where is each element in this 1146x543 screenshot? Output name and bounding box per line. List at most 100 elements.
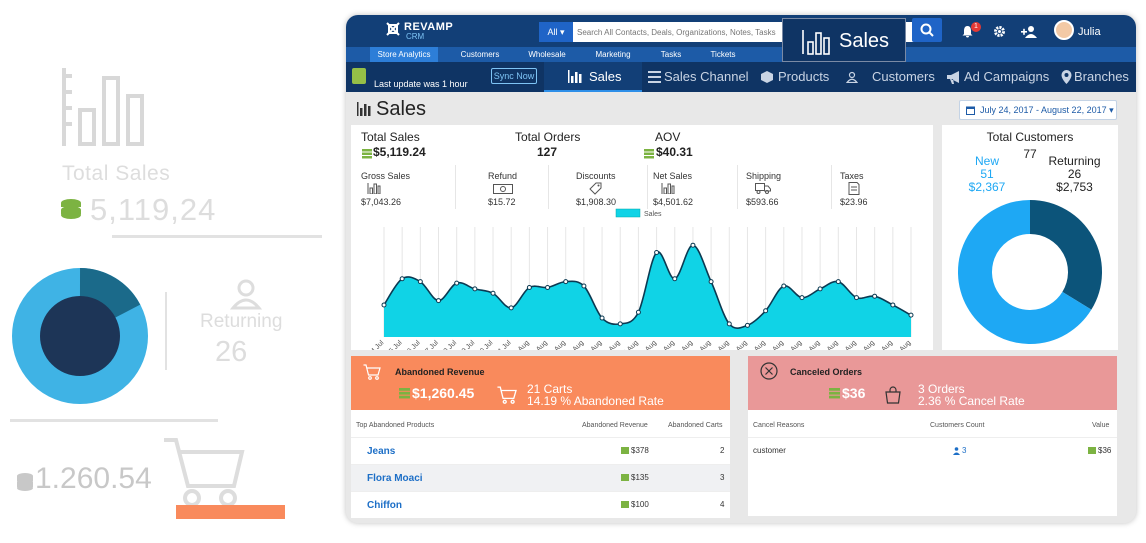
legend-label: Sales [644, 211, 662, 218]
nav-sales[interactable]: Sales [544, 62, 642, 92]
data-point[interactable] [908, 312, 914, 318]
donut-slice-new[interactable] [958, 200, 1092, 344]
customers-donut-chart [958, 200, 1102, 344]
deco-total-sales-label: Total Sales [62, 162, 171, 185]
data-point[interactable] [599, 315, 605, 321]
cancel-count[interactable]: 3 [962, 446, 967, 455]
sales-area-chart: Sales 24 Jul 25 Jul 26 Jul 27 Jul 28 Jul 29 Ju… [367, 208, 914, 350]
tab-tickets[interactable]: Tickets [710, 50, 736, 59]
data-point[interactable] [472, 286, 478, 292]
avatar[interactable] [1054, 20, 1074, 40]
x-tick-label: 20 Aug [856, 339, 876, 350]
table-row[interactable]: customer 3 $36 [748, 437, 1117, 464]
x-tick-label: 13 Aug [728, 339, 748, 350]
data-point[interactable] [890, 302, 896, 308]
data-point[interactable] [781, 283, 787, 289]
cancel-icon [760, 362, 778, 380]
product-revenue: $378 [631, 446, 649, 455]
money-icon [1088, 447, 1096, 454]
refund-value: $15.72 [488, 197, 516, 207]
abandoned-revenue-card: Abandoned Revenue $1,260.45 21 Carts 14.… [351, 356, 730, 518]
bar-chart-icon [802, 30, 830, 55]
data-point[interactable] [817, 286, 823, 292]
divider [455, 165, 456, 209]
data-point[interactable] [399, 276, 405, 282]
data-point[interactable] [799, 295, 805, 301]
data-point[interactable] [708, 279, 714, 285]
x-tick-label: 17 Aug [801, 339, 821, 350]
gross-sales-label: Gross Sales [361, 171, 411, 181]
product-revenue: $100 [631, 500, 649, 509]
data-point[interactable] [672, 276, 678, 282]
nav-customers[interactable]: Customers [846, 62, 938, 92]
data-point[interactable] [417, 279, 423, 285]
data-point[interactable] [853, 295, 859, 301]
product-name[interactable]: Chiffon [367, 500, 402, 511]
data-point[interactable] [617, 321, 623, 327]
data-point[interactable] [545, 284, 551, 290]
product-name[interactable]: Jeans [367, 446, 396, 457]
total-customers-card: Total Customers 77 New 51 $2,367 Returni… [942, 125, 1118, 350]
total-orders-label: Total Orders [515, 130, 581, 144]
gross-sales-value: $7,043.26 [361, 197, 402, 207]
data-point[interactable] [526, 284, 532, 290]
table-row[interactable]: Chiffon $100 4 [351, 491, 730, 518]
nav-ad-campaigns[interactable]: Ad Campaigns [946, 62, 1050, 92]
bell-icon[interactable] [961, 25, 974, 38]
deco-donut-chart [12, 268, 148, 404]
data-point[interactable] [726, 321, 732, 327]
data-point[interactable] [872, 293, 878, 299]
date-range-picker[interactable]: July 24, 2017 - August 22, 2017 ▾ [959, 100, 1117, 120]
tab-customers[interactable]: Customers [460, 50, 500, 59]
data-point[interactable] [581, 283, 587, 289]
x-tick-label: 9 Aug [659, 339, 677, 350]
x-tick-label: 29 Jul [458, 339, 476, 350]
nav-branches[interactable]: Branches [1061, 62, 1136, 92]
deco-money-stack-icon [61, 199, 81, 219]
donut-slice-returning[interactable] [1029, 200, 1102, 310]
nav-products[interactable]: Products [760, 62, 836, 92]
data-point[interactable] [508, 305, 514, 311]
data-point[interactable] [763, 308, 769, 314]
tab-marketing[interactable]: Marketing [595, 50, 631, 59]
tab-wholesale[interactable]: Wholesale [528, 50, 566, 59]
data-point[interactable] [654, 249, 660, 255]
data-point[interactable] [690, 242, 696, 248]
data-point[interactable] [563, 279, 569, 285]
col-header-count: Customers Count [930, 422, 985, 429]
user-name[interactable]: Julia [1078, 26, 1101, 38]
logo-text[interactable]: REVAMP [404, 21, 454, 33]
data-point[interactable] [454, 280, 460, 286]
add-user-icon[interactable] [1021, 25, 1037, 38]
data-point[interactable] [490, 290, 496, 296]
x-tick-label: 16 Aug [783, 339, 803, 350]
data-point[interactable] [835, 279, 841, 285]
gear-icon[interactable] [993, 25, 1006, 38]
nav-sales-channel[interactable]: Sales Channel [646, 62, 756, 92]
data-point[interactable] [744, 322, 750, 328]
data-point[interactable] [635, 309, 641, 315]
search-scope-dropdown[interactable]: All ▾ [539, 22, 573, 42]
notification-badge: 1 [971, 22, 981, 32]
data-point[interactable] [381, 302, 387, 308]
data-point[interactable] [436, 298, 442, 304]
search-button[interactable] [912, 18, 942, 42]
product-name[interactable]: Flora Moaci [367, 473, 423, 484]
abandoned-rate: 14.19 % Abandoned Rate [527, 394, 664, 408]
tab-store-analytics[interactable]: Store Analytics [370, 47, 438, 62]
tab-tasks[interactable]: Tasks [660, 50, 682, 59]
divider [647, 165, 648, 209]
total-customers-value: 77 [1023, 147, 1037, 161]
box-icon [761, 71, 773, 83]
shopping-bag-icon [885, 386, 901, 404]
returning-label: Returning [1048, 154, 1101, 168]
sales-nav: Last update was 1 hour Sync Now Sales Sa… [346, 62, 1136, 92]
table-row[interactable]: Jeans $378 2 [351, 437, 730, 464]
sales-area [384, 245, 911, 337]
x-tick-label: 3 Aug [550, 339, 568, 350]
deco-returning-value: 26 [215, 336, 248, 368]
table-row[interactable]: Flora Moaci $135 3 [351, 464, 730, 491]
user-icon [846, 71, 858, 83]
sync-now-button[interactable]: Sync Now [491, 68, 537, 84]
date-range-label: July 24, 2017 - August 22, 2017 ▾ [980, 105, 1114, 115]
